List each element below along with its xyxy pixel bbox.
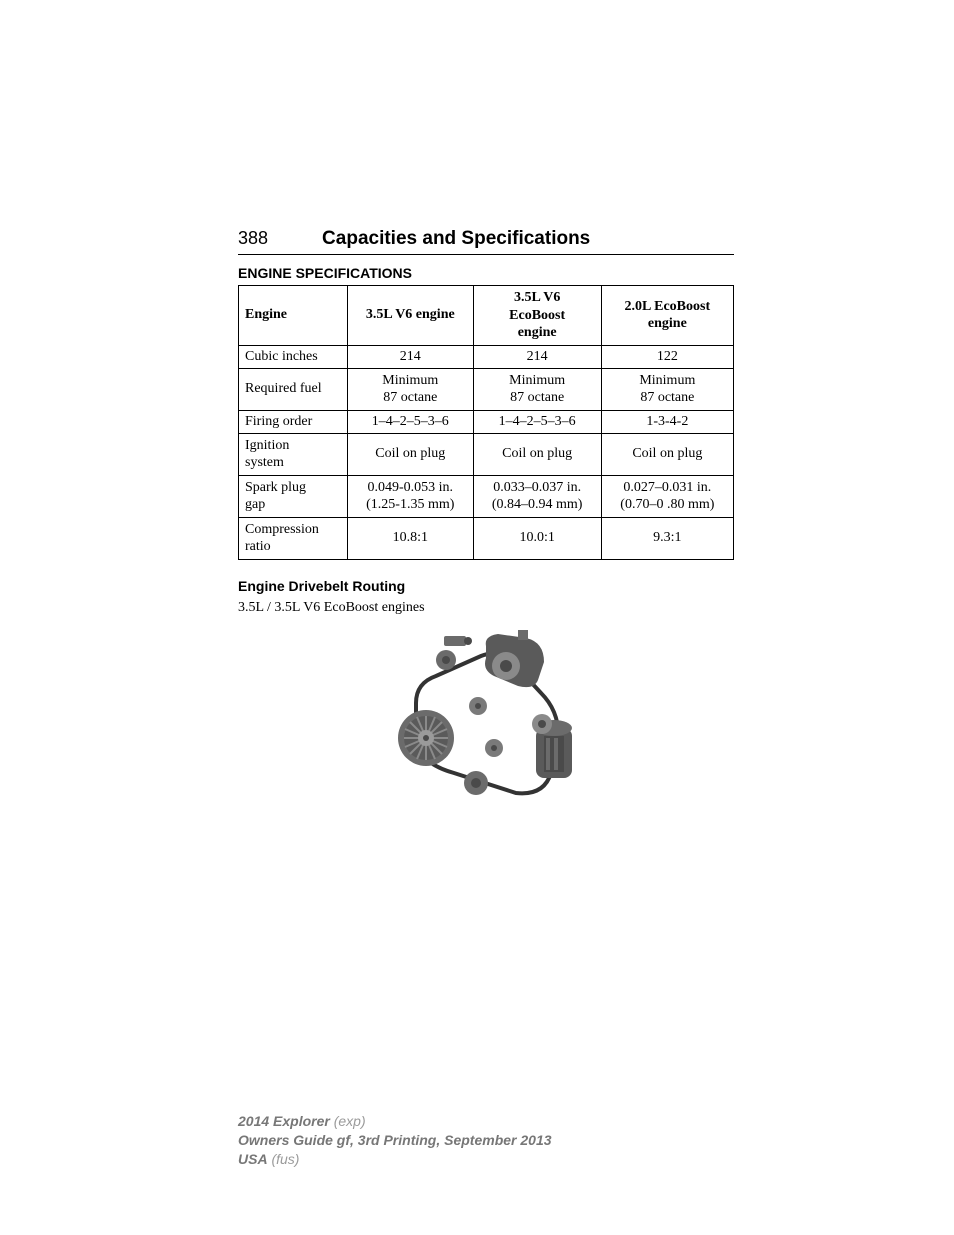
cell-line: Minimum (354, 372, 467, 390)
cell: Minimum 87 octane (473, 368, 601, 410)
footer-line-1: 2014 Explorer (exp) (238, 1112, 552, 1131)
cell: Minimum 87 octane (347, 368, 473, 410)
drivebelt-routing-icon (386, 628, 586, 808)
cell-line: 0.033–0.037 in. (480, 479, 595, 497)
page-content: 388 Capacities and Specifications ENGINE… (0, 0, 954, 808)
cell-line: ratio (245, 538, 341, 556)
cell-line: (0.70–0 .80 mm) (608, 496, 727, 514)
row-label: Compression ratio (239, 517, 348, 559)
page-footer: 2014 Explorer (exp) Owners Guide gf, 3rd… (238, 1112, 552, 1169)
page-number: 388 (238, 228, 268, 249)
cell: 0.027–0.031 in. (0.70–0 .80 mm) (601, 475, 733, 517)
cell-line: 87 octane (608, 389, 727, 407)
cell-line: Spark plug (245, 479, 341, 497)
engine-spec-table: Engine 3.5L V6 engine 3.5L V6 EcoBoost e… (238, 285, 734, 560)
cell-line: 87 octane (354, 389, 467, 407)
table-row: Spark plug gap 0.049-0.053 in. (1.25-1.3… (239, 475, 734, 517)
cell: 1-3-4-2 (601, 410, 733, 433)
cell: 9.3:1 (601, 517, 733, 559)
cell: Coil on plug (601, 433, 733, 475)
col-header-35l-v6: 3.5L V6 engine (347, 286, 473, 346)
footer-line-2: Owners Guide gf, 3rd Printing, September… (238, 1131, 552, 1150)
col-header-text: 3.5L V6 (480, 289, 595, 307)
cell: Minimum 87 octane (601, 368, 733, 410)
row-label: Cubic inches (239, 345, 348, 368)
cell-line: gap (245, 496, 341, 514)
table-row: Compression ratio 10.8:1 10.0:1 9.3:1 (239, 517, 734, 559)
drivebelt-body-text: 3.5L / 3.5L V6 EcoBoost engines (238, 600, 734, 616)
cell-line: system (245, 454, 341, 472)
cell-line: Ignition (245, 437, 341, 455)
footer-code: (fus) (268, 1151, 300, 1167)
page-title: Capacities and Specifications (322, 228, 590, 250)
cell: 1–4–2–5–3–6 (473, 410, 601, 433)
cell: 1–4–2–5–3–6 (347, 410, 473, 433)
cell: 0.049-0.053 in. (1.25-1.35 mm) (347, 475, 473, 517)
table-row: Cubic inches 214 214 122 (239, 345, 734, 368)
cell-line: (1.25-1.35 mm) (354, 496, 467, 514)
col-header-text: 2.0L EcoBoost (608, 298, 727, 316)
col-header-20l-ecoboost: 2.0L EcoBoost engine (601, 286, 733, 346)
section-heading: ENGINE SPECIFICATIONS (238, 265, 734, 281)
cell: 214 (347, 345, 473, 368)
row-label: Firing order (239, 410, 348, 433)
table-row: Firing order 1–4–2–5–3–6 1–4–2–5–3–6 1-3… (239, 410, 734, 433)
footer-region: USA (238, 1151, 268, 1167)
col-header-35l-ecoboost: 3.5L V6 EcoBoost engine (473, 286, 601, 346)
cell: 10.0:1 (473, 517, 601, 559)
cell-line: 0.049-0.053 in. (354, 479, 467, 497)
cell-line: Minimum (608, 372, 727, 390)
cell-line: (0.84–0.94 mm) (480, 496, 595, 514)
cell: 122 (601, 345, 733, 368)
cell: Coil on plug (347, 433, 473, 475)
col-header-engine: Engine (239, 286, 348, 346)
cell: Coil on plug (473, 433, 601, 475)
row-label: Required fuel (239, 368, 348, 410)
cell: 214 (473, 345, 601, 368)
cell-line: Minimum (480, 372, 595, 390)
cell: 0.033–0.037 in. (0.84–0.94 mm) (473, 475, 601, 517)
cell-line: Compression (245, 521, 341, 539)
row-label: Spark plug gap (239, 475, 348, 517)
footer-line-3: USA (fus) (238, 1150, 552, 1169)
cell-line: 87 octane (480, 389, 595, 407)
table-row: Required fuel Minimum 87 octane Minimum … (239, 368, 734, 410)
col-header-text: engine (480, 324, 595, 342)
footer-code: (exp) (330, 1113, 366, 1129)
table-header-row: Engine 3.5L V6 engine 3.5L V6 EcoBoost e… (239, 286, 734, 346)
cell: 10.8:1 (347, 517, 473, 559)
subsection-heading: Engine Drivebelt Routing (238, 578, 734, 594)
footer-model: 2014 Explorer (238, 1113, 330, 1129)
row-label: Ignition system (239, 433, 348, 475)
table-row: Ignition system Coil on plug Coil on plu… (239, 433, 734, 475)
page-header: 388 Capacities and Specifications (238, 228, 734, 255)
cell-line: 0.027–0.031 in. (608, 479, 727, 497)
col-header-text: engine (608, 315, 727, 333)
drivebelt-diagram-container (238, 628, 734, 808)
col-header-text: EcoBoost (480, 307, 595, 325)
